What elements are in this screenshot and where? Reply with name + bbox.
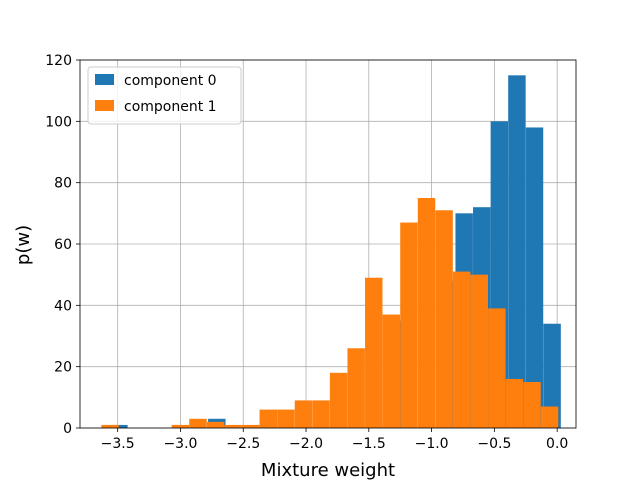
histogram-bar-component-1 bbox=[329, 372, 348, 428]
histogram-bar-component-1 bbox=[312, 400, 330, 428]
histogram-bar-component-1 bbox=[505, 378, 524, 428]
histogram-bar-component-1 bbox=[171, 424, 190, 428]
histogram-bar-component-1 bbox=[224, 424, 242, 428]
histogram-bar-component-1 bbox=[417, 198, 436, 428]
histogram-bar-component-1 bbox=[277, 409, 295, 428]
y-axis-ticks: 0 20 40 60 80 100 120 bbox=[45, 53, 80, 437]
legend-swatch-component-0 bbox=[95, 74, 114, 85]
histogram-bar-component-1 bbox=[400, 222, 418, 428]
histogram-bar-component-1 bbox=[347, 348, 365, 428]
histogram-bar-component-1 bbox=[294, 400, 313, 428]
x-tick-label: −3.5 bbox=[101, 436, 135, 452]
histogram-bar-component-1 bbox=[365, 277, 383, 428]
histogram-bar-component-1 bbox=[259, 409, 278, 428]
x-tick-label: −2.5 bbox=[226, 436, 260, 452]
histogram-bar-component-1 bbox=[470, 274, 488, 428]
legend: component 0 component 1 bbox=[87, 66, 242, 125]
histogram-bar-component-1 bbox=[523, 382, 541, 428]
histogram-bar-component-1 bbox=[435, 210, 453, 428]
y-tick-label: 60 bbox=[54, 237, 72, 253]
histogram-bar-component-0 bbox=[508, 75, 526, 428]
histogram-bar-component-1 bbox=[452, 271, 471, 428]
histogram-bar-component-1 bbox=[382, 314, 401, 428]
x-axis-label: Mixture weight bbox=[261, 460, 395, 480]
y-tick-label: 120 bbox=[45, 53, 72, 69]
histogram-bar-component-1 bbox=[540, 406, 559, 428]
y-tick-label: 0 bbox=[63, 421, 72, 437]
x-axis-ticks: −3.5 −3.0 −2.5 −2.0 −1.5 −1.0 −0.5 0.0 bbox=[101, 428, 568, 452]
legend-box bbox=[87, 66, 242, 125]
y-tick-label: 80 bbox=[54, 176, 72, 192]
y-tick-label: 40 bbox=[54, 298, 72, 314]
histogram-bar-component-1 bbox=[101, 424, 119, 428]
histogram-bar-component-0 bbox=[110, 424, 128, 428]
legend-swatch-component-1 bbox=[95, 100, 114, 111]
x-tick-label: 0.0 bbox=[546, 436, 568, 452]
legend-label-component-1: component 1 bbox=[124, 99, 217, 115]
x-tick-label: −3.0 bbox=[163, 436, 197, 452]
y-axis-label: p(w) bbox=[13, 225, 34, 265]
histogram-bar-component-0 bbox=[543, 323, 561, 428]
x-tick-label: −2.0 bbox=[289, 436, 323, 452]
histogram-bar-component-1 bbox=[241, 424, 260, 428]
y-tick-label: 20 bbox=[54, 360, 72, 376]
histogram-bar-component-1 bbox=[206, 421, 225, 428]
legend-label-component-0: component 0 bbox=[124, 73, 217, 89]
x-tick-label: −0.5 bbox=[477, 436, 511, 452]
x-tick-label: −1.0 bbox=[415, 436, 449, 452]
histogram-bar-component-0 bbox=[525, 127, 544, 428]
histogram-bar-component-1 bbox=[488, 308, 506, 428]
bars bbox=[101, 75, 561, 428]
y-tick-label: 100 bbox=[45, 114, 72, 130]
x-tick-label: −1.5 bbox=[352, 436, 386, 452]
histogram-bar-component-1 bbox=[189, 418, 207, 428]
